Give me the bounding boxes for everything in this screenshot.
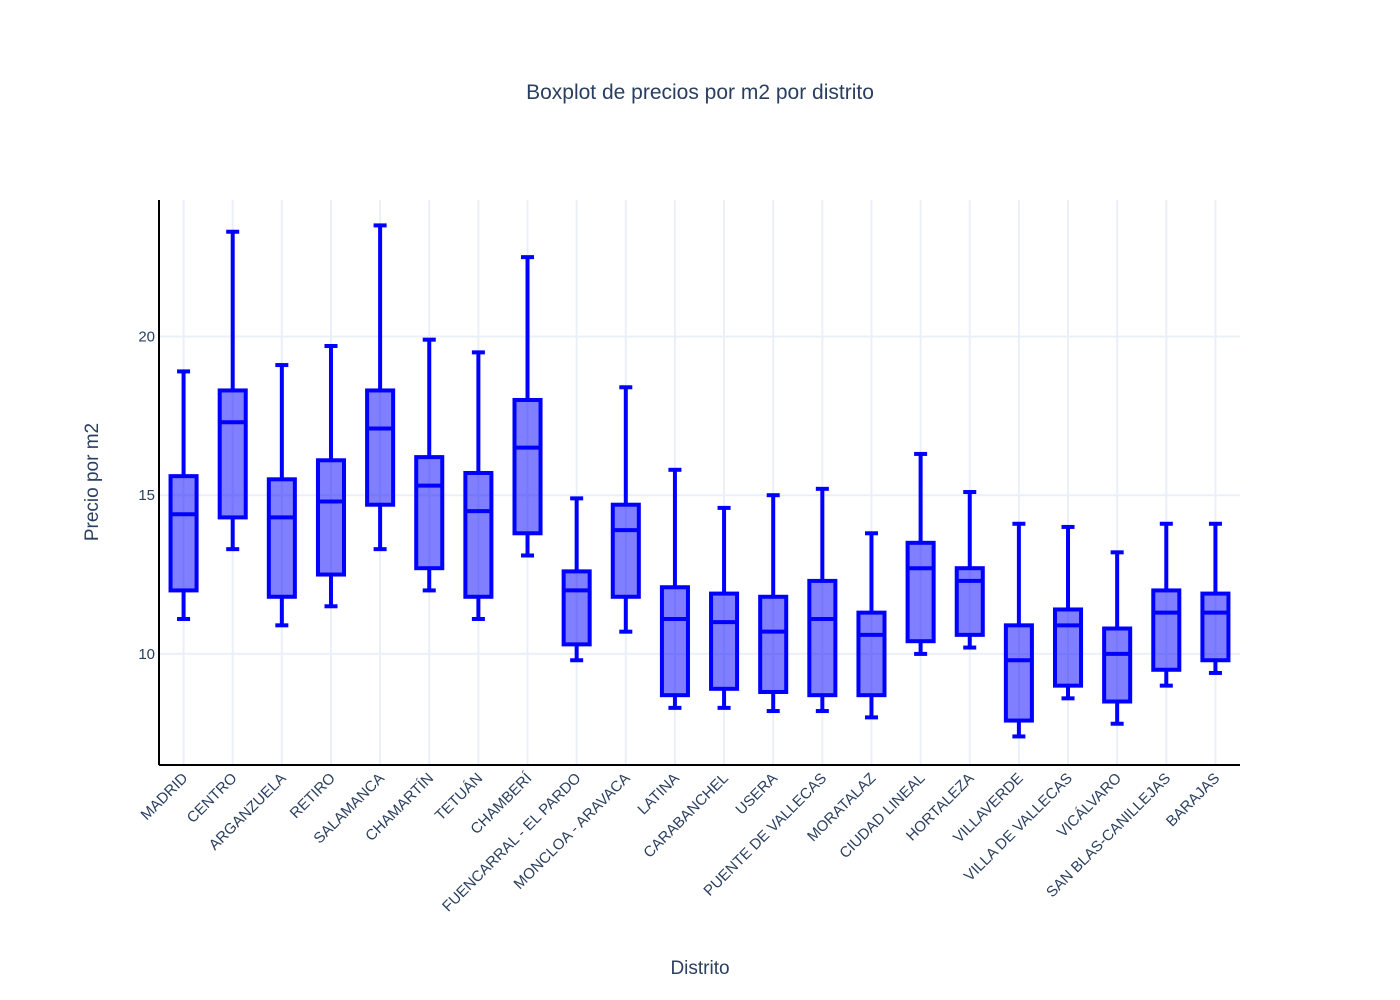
iqr-box [266, 477, 297, 599]
iqr-box [1102, 626, 1133, 704]
box-1 [168, 369, 199, 621]
iqr-box [1151, 588, 1182, 672]
iqr-box [561, 569, 592, 647]
box-11 [659, 467, 690, 710]
box-19 [1053, 524, 1084, 701]
box-15 [856, 531, 887, 720]
box-5 [365, 223, 396, 552]
iqr-box [217, 388, 248, 520]
y-tick-label: 20 [138, 328, 155, 345]
box-16 [905, 451, 936, 656]
iqr-box [315, 458, 346, 577]
box-10 [610, 385, 641, 634]
box-20 [1102, 550, 1133, 726]
box-18 [1003, 521, 1034, 739]
iqr-box [1003, 623, 1034, 723]
iqr-box [463, 470, 494, 599]
x-tick-label: LATINA [634, 770, 682, 818]
box-17 [954, 490, 985, 650]
y-tick-labels: 10 15 20 [138, 328, 155, 662]
box-2 [217, 229, 248, 552]
chart-title: Boxplot de precios por m2 por distrito [526, 81, 874, 104]
iqr-box [365, 388, 396, 507]
iqr-box [659, 585, 690, 698]
x-tick-label: CIUDAD LINEAL [836, 770, 928, 862]
box-4 [315, 344, 346, 609]
box-12 [709, 505, 740, 710]
box-13 [758, 493, 789, 714]
iqr-box [905, 540, 936, 644]
axes [158, 200, 1240, 766]
box-14 [807, 486, 838, 714]
box-22 [1200, 521, 1231, 675]
iqr-box [807, 578, 838, 698]
y-tick-label: 10 [138, 646, 155, 663]
box-7 [463, 350, 494, 621]
x-tick-label: USERA [732, 770, 781, 819]
box-21 [1151, 521, 1182, 688]
y-tick-label: 15 [138, 487, 155, 504]
iqr-box [758, 594, 789, 694]
box-series [168, 223, 1231, 739]
box-3 [266, 363, 297, 628]
box-8 [512, 255, 543, 558]
x-tick-label: BARAJAS [1163, 770, 1223, 830]
y-axis-title: Precio por m2 [82, 423, 103, 541]
box-9 [561, 496, 592, 663]
x-tick-label: CARABANCHEL [640, 770, 732, 862]
iqr-box [512, 397, 543, 536]
iqr-box [1200, 591, 1231, 663]
iqr-box [610, 502, 641, 599]
iqr-box [856, 610, 887, 698]
box-6 [414, 337, 445, 593]
x-tick-labels: MADRIDCENTROARGANZUELARETIROSALAMANCACHA… [138, 769, 1224, 915]
iqr-box [1053, 607, 1084, 688]
iqr-box [709, 591, 740, 691]
x-axis-title: Distrito [670, 958, 729, 979]
iqr-box [414, 455, 445, 571]
iqr-box [954, 566, 985, 637]
iqr-box [168, 474, 199, 593]
